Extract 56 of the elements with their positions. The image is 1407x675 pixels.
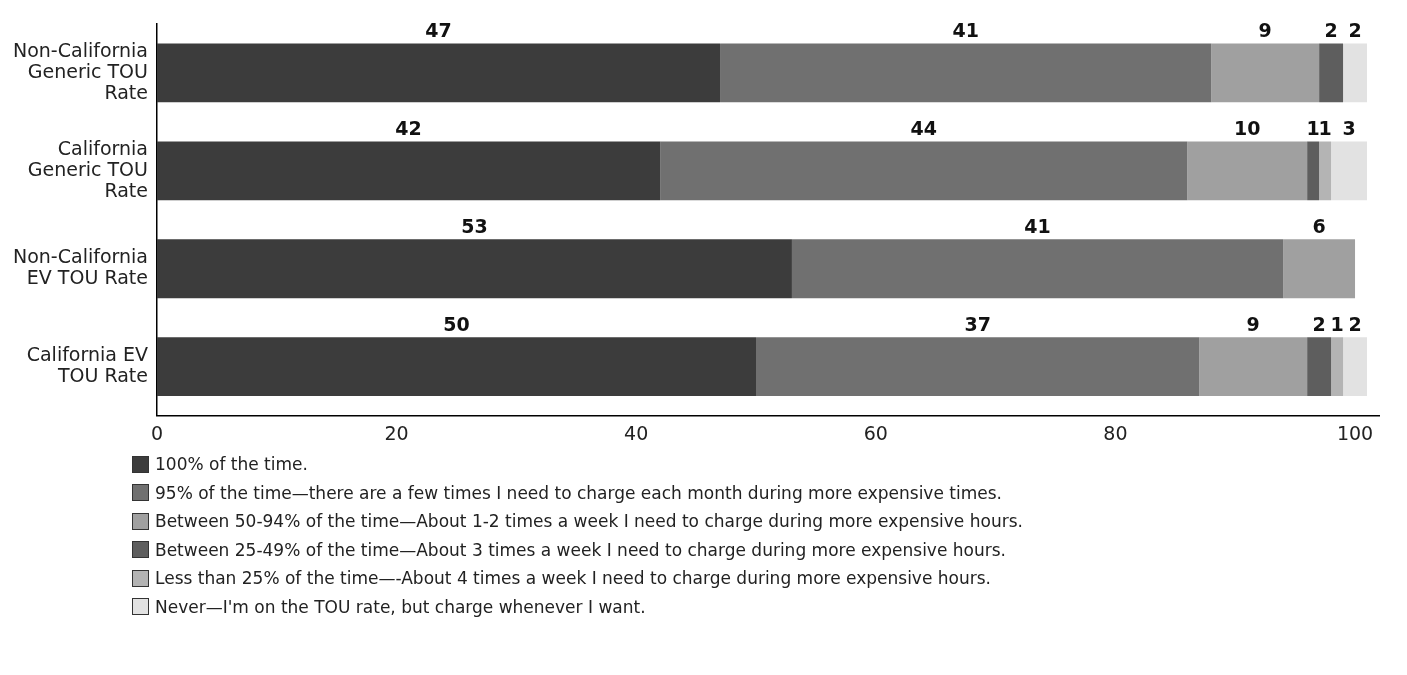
- legend-label: Never—I'm on the TOU rate, but charge whenever I want.: [155, 596, 646, 617]
- y-tick-label: California Generic TOU Rate: [27, 136, 148, 201]
- data-label: 1: [1318, 116, 1332, 139]
- data-label: 10: [1233, 116, 1261, 139]
- legend-label: Less than 25% of the time—-About 4 times a week I need to charge during more expensive hours.: [155, 568, 991, 589]
- data-label: 53: [461, 214, 488, 237]
- x-tick-label: 20: [384, 421, 409, 444]
- y-tick-label: Non-California EV TOU Rate: [12, 245, 148, 289]
- bar: [1343, 43, 1368, 103]
- legend-label: Between 50-94% of the time—About 1-2 times a week I need to charge during more expensive hours.: [155, 511, 1023, 532]
- data-label: 44: [910, 116, 937, 139]
- x-tick-label: 0: [150, 421, 163, 444]
- bar: [1199, 337, 1308, 397]
- bar: [1331, 337, 1344, 397]
- bar: [1187, 141, 1308, 201]
- data-label: 41: [952, 18, 979, 41]
- legend-label: 100% of the time.: [155, 454, 308, 475]
- data-label: 42: [395, 116, 422, 139]
- x-tick-label: 60: [863, 421, 888, 444]
- data-label: 1: [1330, 312, 1344, 335]
- bar: [156, 337, 756, 397]
- data-label: 9: [1246, 312, 1260, 335]
- x-tick-label: 100: [1336, 421, 1374, 444]
- bar: [1331, 141, 1368, 201]
- bar: [1283, 239, 1356, 299]
- bar: [1307, 337, 1332, 397]
- data-label: 37: [964, 312, 991, 335]
- bar: [1307, 141, 1320, 201]
- bar: [756, 337, 1200, 397]
- bar: [1319, 141, 1332, 201]
- data-label: 6: [1312, 214, 1326, 237]
- legend-label: Between 25-49% of the time—About 3 times a week I need to charge during more expensive hours.: [155, 539, 1006, 560]
- bar: [156, 141, 661, 201]
- data-label: 2: [1348, 312, 1362, 335]
- data-label: 2: [1324, 18, 1338, 41]
- data-label: 9: [1258, 18, 1272, 41]
- bar: [156, 43, 721, 103]
- data-label: 41: [1024, 214, 1051, 237]
- data-label: 2: [1312, 312, 1326, 335]
- x-tick-label: 40: [624, 421, 649, 444]
- data-label: 2: [1348, 18, 1362, 41]
- y-tick-label: Non-California Generic TOU Rate: [12, 38, 148, 103]
- bar: [791, 239, 1284, 299]
- legend-label: 95% of the time—there are a few times I need to charge each month during more expensive times.: [155, 482, 1002, 503]
- bar: [156, 239, 792, 299]
- y-tick-label: California EV TOU Rate: [26, 343, 148, 387]
- bar: [720, 43, 1212, 103]
- data-label: 1: [1306, 116, 1320, 139]
- data-label: 47: [425, 18, 452, 41]
- data-label: 3: [1342, 116, 1356, 139]
- bar: [660, 141, 1188, 201]
- data-label: 50: [443, 312, 470, 335]
- x-tick-label: 80: [1103, 421, 1128, 444]
- bar: [1319, 43, 1344, 103]
- bar: [1343, 337, 1368, 397]
- bar: [1211, 43, 1320, 103]
